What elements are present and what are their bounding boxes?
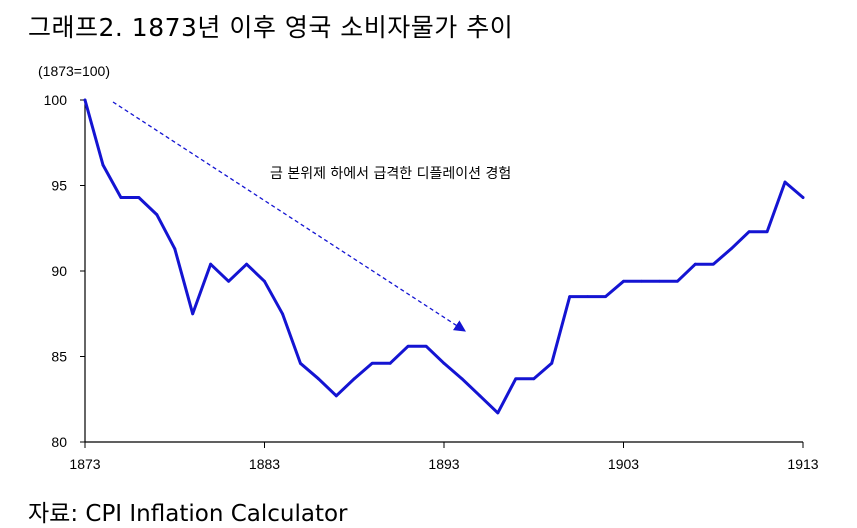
series-points xyxy=(83,98,805,415)
data-point xyxy=(693,262,697,266)
annotation-text: 금 본위제 하에서 급격한 디플레이션 경험 xyxy=(270,166,511,182)
x-tick-label: 1873 xyxy=(69,456,100,472)
data-point xyxy=(460,377,464,381)
chart-title: 그래프2. 1873년 이후 영국 소비자물가 추이 xyxy=(28,13,514,42)
data-point xyxy=(711,262,715,266)
cpi-series-line xyxy=(83,98,805,415)
data-point xyxy=(370,361,374,365)
data-point xyxy=(586,295,589,299)
y-tick-label: 95 xyxy=(51,178,67,194)
data-point xyxy=(227,279,231,283)
data-point xyxy=(568,295,572,299)
y-unit-label: (1873=100) xyxy=(38,63,110,79)
data-point xyxy=(101,163,105,167)
data-point xyxy=(801,196,805,199)
y-tick-label: 85 xyxy=(51,349,67,365)
x-tick-label: 1903 xyxy=(608,456,639,472)
data-point xyxy=(388,361,392,365)
data-point xyxy=(783,180,787,184)
data-point xyxy=(263,279,266,283)
data-point xyxy=(550,361,554,365)
data-point xyxy=(334,394,338,398)
data-point xyxy=(299,361,302,365)
data-point xyxy=(604,295,607,299)
source-note: 자료: CPI Inflation Calculator xyxy=(28,501,348,527)
data-point xyxy=(729,247,733,251)
y-tick-label: 90 xyxy=(51,263,67,279)
data-point xyxy=(245,262,248,266)
data-point xyxy=(316,377,320,381)
y-tick-label: 80 xyxy=(51,434,67,450)
data-point xyxy=(119,196,123,199)
x-tick-label: 1893 xyxy=(428,456,459,472)
data-point xyxy=(640,279,643,283)
data-point xyxy=(281,312,284,316)
data-point xyxy=(765,230,769,234)
data-point xyxy=(622,279,625,283)
data-point xyxy=(747,230,751,234)
data-point xyxy=(83,98,87,102)
trend-arrow xyxy=(112,101,466,332)
data-point xyxy=(209,262,213,266)
data-point xyxy=(514,377,518,381)
data-point xyxy=(658,279,661,283)
x-tick-label: 1913 xyxy=(787,456,818,472)
x-tick-label: 1883 xyxy=(249,456,280,472)
data-point xyxy=(137,196,141,199)
data-point xyxy=(675,279,679,283)
data-point xyxy=(478,394,482,398)
data-point xyxy=(424,344,428,348)
data-point xyxy=(352,377,356,381)
data-point xyxy=(406,344,410,348)
axis-ticks: 80 85 90 95 100 1873 1883 1893 1903 1913 xyxy=(44,92,819,472)
data-point xyxy=(442,361,446,365)
data-point xyxy=(532,377,536,381)
data-point xyxy=(173,247,177,251)
y-tick-label: 100 xyxy=(44,92,68,108)
data-point xyxy=(496,411,500,415)
data-point xyxy=(191,312,195,316)
data-point xyxy=(155,213,159,216)
